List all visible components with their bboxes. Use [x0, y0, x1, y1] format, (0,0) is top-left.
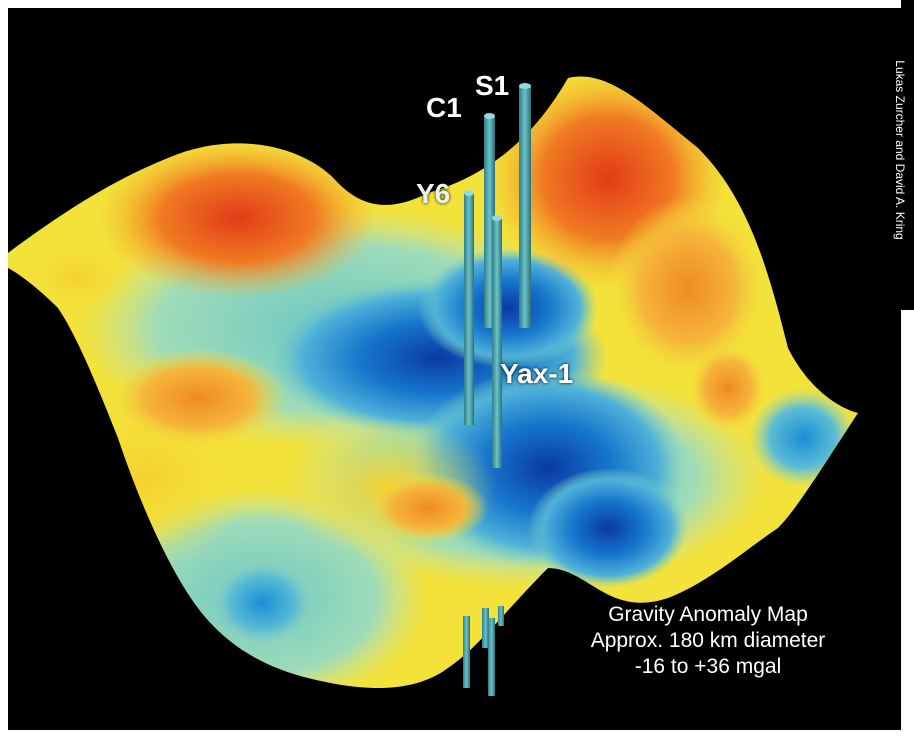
caption-diameter: Approx. 180 km diameter — [590, 629, 826, 652]
well-c1 — [484, 113, 495, 328]
credit-strip — [901, 0, 914, 310]
photo-credit: Lukas Zurcher and David A. Kring — [893, 60, 907, 240]
well-label-s1: S1 — [475, 70, 510, 101]
gravity-map-plot: S1 C1 Y6 Yax-1 Gravity Anomaly Map Appro… — [8, 8, 901, 730]
well-label-yax1: Yax-1 — [500, 358, 574, 389]
well-label-y6: Y6 — [416, 178, 451, 209]
surface-color-field — [18, 76, 858, 689]
well-y6 — [464, 190, 474, 425]
well-s1 — [519, 83, 531, 328]
gravity-surface-3d — [8, 76, 858, 696]
well-yax1 — [492, 215, 502, 468]
caption-range: -16 to +36 mgal — [634, 655, 782, 678]
map-caption: Gravity Anomaly Map Approx. 180 km diame… — [528, 602, 888, 680]
well-stubs-below-surface — [463, 606, 504, 696]
well-label-c1: C1 — [426, 92, 462, 123]
caption-title: Gravity Anomaly Map — [608, 603, 808, 626]
